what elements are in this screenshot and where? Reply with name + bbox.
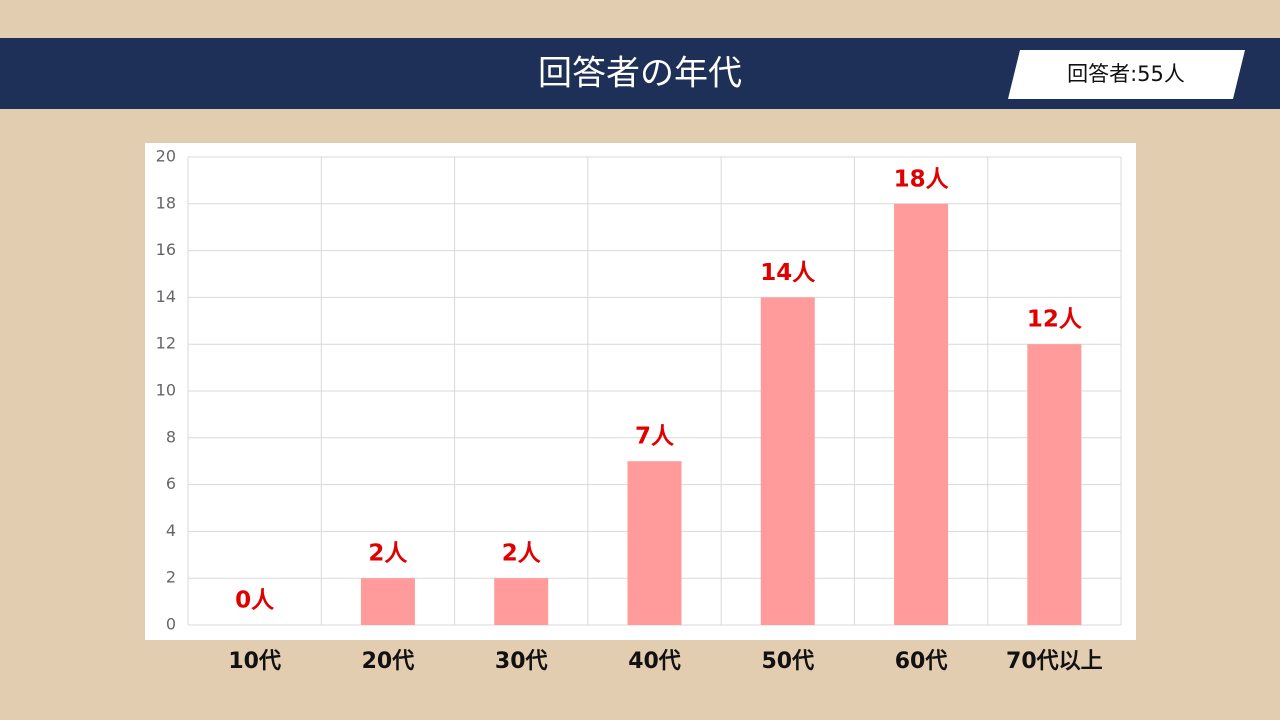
y-tick-label: 18 [156, 193, 176, 212]
value-label: 12人 [1027, 307, 1083, 333]
bar [760, 297, 815, 625]
bar [494, 578, 549, 625]
y-tick-label: 0 [166, 615, 176, 634]
y-tick-label: 14 [156, 287, 176, 306]
x-tick-label: 60代 [895, 649, 948, 674]
y-tick-label: 2 [166, 568, 176, 587]
x-tick-label: 10代 [228, 649, 281, 674]
badge-text: 回答者:55人 [1067, 62, 1185, 86]
y-tick-label: 20 [156, 147, 176, 166]
value-label: 14人 [760, 260, 816, 286]
value-label: 2人 [368, 541, 408, 567]
y-tick-label: 16 [156, 240, 176, 259]
bar [894, 203, 949, 626]
y-tick-label: 4 [166, 521, 176, 540]
x-tick-label: 20代 [362, 649, 415, 674]
x-tick-label: 30代 [495, 649, 548, 674]
bar [627, 461, 682, 625]
y-tick-label: 6 [166, 474, 176, 493]
badge [1008, 50, 1245, 99]
y-tick-label: 12 [156, 334, 176, 353]
value-label: 0人 [235, 588, 275, 614]
y-tick-label: 10 [156, 381, 176, 400]
slide-title: 回答者の年代 [538, 54, 742, 94]
x-tick-label: 70代以上 [1006, 649, 1103, 674]
bar [360, 578, 415, 625]
value-label: 2人 [502, 541, 542, 567]
x-tick-label: 40代 [628, 649, 681, 674]
y-tick-label: 8 [166, 427, 176, 446]
bar [1027, 344, 1082, 625]
value-label: 7人 [635, 424, 675, 450]
x-tick-label: 50代 [761, 649, 814, 674]
value-label: 18人 [894, 166, 950, 192]
